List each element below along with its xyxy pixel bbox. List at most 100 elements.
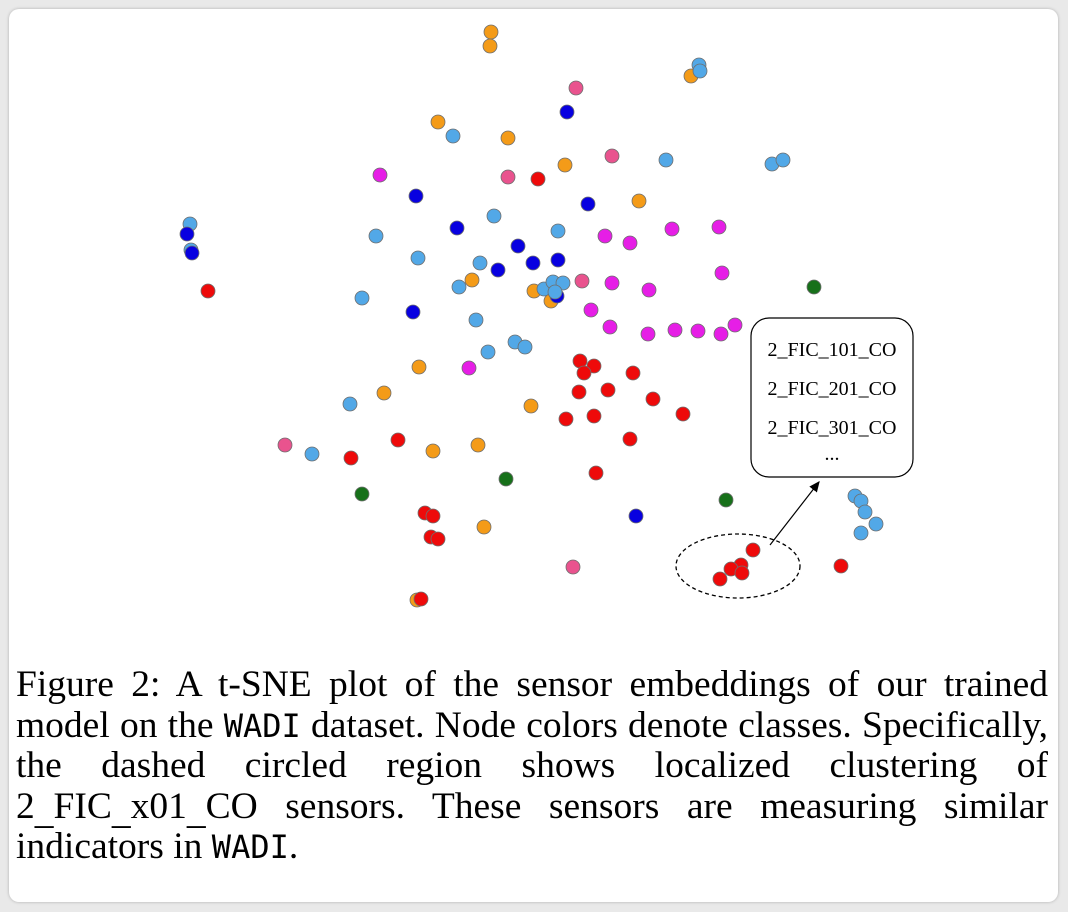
scatter-point-lightblue-48 bbox=[547, 284, 563, 300]
scatter-point-pink-86 bbox=[277, 437, 293, 453]
scatter-point-lightblue-65 bbox=[517, 339, 533, 355]
scatter-point-pink-10 bbox=[604, 148, 620, 164]
annotation-line-3: 2_FIC_301_CO bbox=[768, 417, 897, 439]
scatter-point-pink-5 bbox=[568, 80, 584, 96]
cluster-highlight-circle bbox=[675, 533, 801, 599]
scatter-point-red-88 bbox=[343, 450, 359, 466]
scatter-point-red-79 bbox=[558, 411, 574, 427]
scatter-point-red-84 bbox=[622, 431, 638, 447]
caption-text-2: dataset. Node colors denote classes. Spe… bbox=[16, 704, 1049, 827]
scatter-point-orange-85 bbox=[425, 443, 441, 459]
scatter-point-pink-110 bbox=[565, 559, 581, 575]
scatter-point-green-91 bbox=[354, 486, 370, 502]
scatter-point-red-82 bbox=[390, 432, 406, 448]
scatter-point-magenta-63 bbox=[727, 317, 743, 333]
scatter-point-orange-72 bbox=[411, 359, 427, 375]
annotation-line-1: 2_FIC_101_CO bbox=[768, 339, 897, 361]
scatter-point-blue-34 bbox=[510, 238, 526, 254]
scatter-point-lightblue-54 bbox=[354, 290, 370, 306]
scatter-point-orange-40 bbox=[464, 272, 480, 288]
scatter-point-red-16 bbox=[530, 171, 546, 187]
scatter-point-lightblue-11 bbox=[658, 152, 674, 168]
scatter-point-orange-7 bbox=[430, 114, 446, 130]
scatter-point-orange-78 bbox=[523, 398, 539, 414]
scatter-point-magenta-61 bbox=[690, 323, 706, 339]
scatter-point-red-112 bbox=[413, 591, 429, 607]
scatter-point-lightblue-29 bbox=[550, 223, 566, 239]
scatter-point-lightblue-4 bbox=[692, 63, 708, 79]
scatter-point-orange-83 bbox=[470, 437, 486, 453]
caption-dataset-name-2: WADI bbox=[211, 828, 289, 866]
scatter-point-orange-20 bbox=[631, 193, 647, 209]
scatter-point-lightblue-96 bbox=[868, 516, 884, 532]
scatter-point-magenta-57 bbox=[583, 302, 599, 318]
scatter-point-red-89 bbox=[588, 465, 604, 481]
scatter-point-magenta-31 bbox=[622, 235, 638, 251]
scatter-point-orange-9 bbox=[500, 130, 516, 146]
scatter-point-lightblue-8 bbox=[445, 128, 461, 144]
scatter-point-magenta-50 bbox=[604, 275, 620, 291]
annotation-line-ellipsis: ... bbox=[825, 443, 840, 465]
caption-underscore-1: _ bbox=[34, 790, 54, 832]
scatter-point-red-25 bbox=[200, 283, 216, 299]
scatter-point-red-104 bbox=[745, 542, 761, 558]
scatter-point-magenta-51 bbox=[641, 282, 657, 298]
scatter-point-lightblue-41 bbox=[451, 279, 467, 295]
scatter-point-lightblue-28 bbox=[368, 228, 384, 244]
scatter-point-blue-6 bbox=[559, 104, 575, 120]
scatter-point-magenta-33 bbox=[711, 219, 727, 235]
annotation-box: 2_FIC_101_CO 2_FIC_201_CO 2_FIC_301_CO .… bbox=[750, 317, 914, 478]
scatter-point-red-109 bbox=[833, 558, 849, 574]
scatter-point-magenta-62 bbox=[713, 326, 729, 342]
caption-underscore-3: _ bbox=[186, 790, 206, 832]
caption-dataset-name: WADI bbox=[223, 706, 301, 745]
scatter-point-red-80 bbox=[586, 408, 602, 424]
caption-text-1: Figure 2: A t-SNE plot of the sensor emb… bbox=[16, 664, 1048, 746]
scatter-point-orange-75 bbox=[376, 385, 392, 401]
caption-text-4: x01 bbox=[130, 785, 187, 827]
scatter-point-red-107 bbox=[734, 565, 750, 581]
scatter-point-green-92 bbox=[718, 492, 734, 508]
caption-underscore-2: _ bbox=[111, 790, 131, 832]
scatter-point-lightblue-95 bbox=[857, 504, 873, 520]
scatter-point-green-90 bbox=[498, 471, 514, 487]
scatter-point-red-108 bbox=[712, 571, 728, 587]
scatter-point-blue-55 bbox=[405, 304, 421, 320]
scatter-point-magenta-71 bbox=[461, 360, 477, 376]
scatter-point-blue-37 bbox=[490, 262, 506, 278]
scatter-point-magenta-52 bbox=[714, 265, 730, 281]
scatter-point-blue-22 bbox=[179, 226, 195, 242]
scatter-point-red-69 bbox=[576, 365, 592, 381]
scatter-point-lightblue-36 bbox=[472, 255, 488, 271]
scatter-point-magenta-32 bbox=[664, 221, 680, 237]
scatter-point-blue-27 bbox=[449, 220, 465, 236]
scatter-point-blue-39 bbox=[550, 252, 566, 268]
tsne-scatter-plot: 2_FIC_101_CO 2_FIC_201_CO 2_FIC_301_CO .… bbox=[179, 24, 914, 608]
scatter-point-red-81 bbox=[675, 406, 691, 422]
annotation-line-2: 2_FIC_201_CO bbox=[768, 378, 897, 400]
scatter-point-lightblue-26 bbox=[486, 208, 502, 224]
scatter-point-blue-100 bbox=[628, 508, 644, 524]
scatter-point-lightblue-66 bbox=[480, 344, 496, 360]
scatter-point-lightblue-13 bbox=[775, 152, 791, 168]
scatter-point-magenta-17 bbox=[372, 167, 388, 183]
scatter-point-red-103 bbox=[430, 531, 446, 547]
scatter-point-orange-0 bbox=[483, 24, 499, 40]
scatter-point-red-73 bbox=[571, 384, 587, 400]
scatter-point-blue-18 bbox=[408, 188, 424, 204]
scatter-point-orange-14 bbox=[557, 157, 573, 173]
scatter-point-magenta-59 bbox=[640, 326, 656, 342]
scatter-point-orange-101 bbox=[476, 519, 492, 535]
scatter-point-green-53 bbox=[806, 279, 822, 295]
scatter-point-blue-38 bbox=[525, 255, 541, 271]
scatter-point-pink-15 bbox=[500, 169, 516, 185]
annotation-arrow bbox=[769, 481, 820, 546]
scatter-point-lightblue-56 bbox=[468, 312, 484, 328]
scatter-point-lightblue-77 bbox=[342, 396, 358, 412]
scatter-point-magenta-30 bbox=[597, 228, 613, 244]
scatter-point-blue-24 bbox=[184, 245, 200, 261]
scatter-point-lightblue-97 bbox=[853, 525, 869, 541]
scatter-point-red-70 bbox=[625, 365, 641, 381]
scatter-point-red-99 bbox=[425, 508, 441, 524]
scatter-point-pink-49 bbox=[574, 273, 590, 289]
